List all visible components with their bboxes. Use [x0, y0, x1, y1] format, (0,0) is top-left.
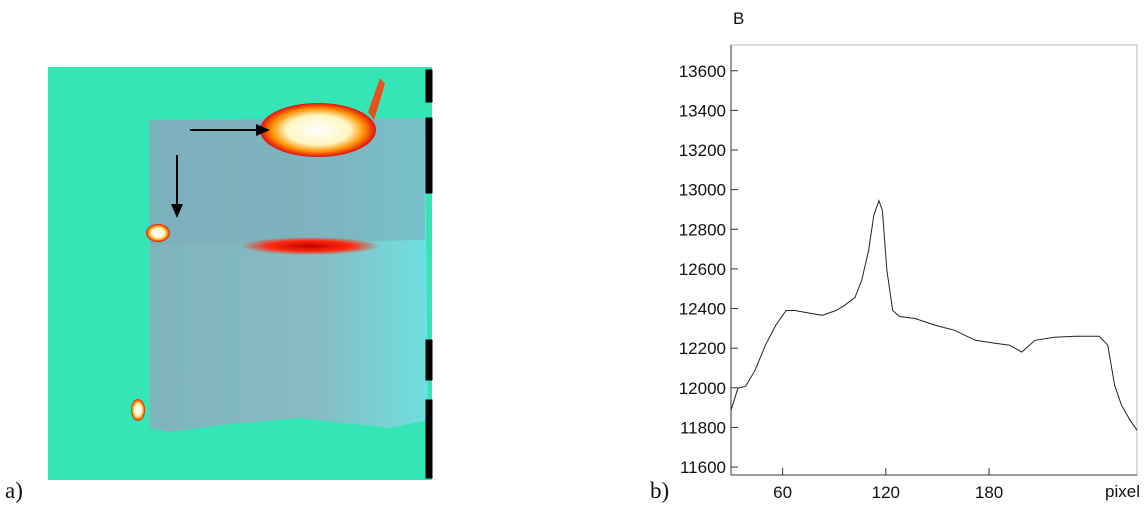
y-axis-label: B [733, 9, 744, 28]
x-tick-label: 180 [975, 483, 1003, 502]
thermal-image [48, 67, 433, 480]
data-line [730, 199, 1138, 431]
y-tick-label: 11800 [680, 418, 726, 437]
y-tick-label: 11600 [680, 458, 726, 477]
plot-frame [730, 44, 1138, 476]
y-tick-label: 12000 [679, 379, 726, 398]
panel-label: b) [650, 478, 669, 503]
y-tick-label: 12600 [679, 260, 726, 279]
y-tick-label: 12400 [679, 300, 726, 319]
x-tick-label: 60 [773, 483, 792, 502]
y-tick-label: 13400 [679, 101, 726, 120]
y-tick-label: 12200 [679, 339, 726, 358]
y-tick-label: 13200 [679, 141, 726, 160]
y-tick-label: 12800 [679, 220, 726, 239]
y-tick-label: 13000 [679, 181, 726, 200]
x-axis-label: pixel [1105, 482, 1140, 501]
y-tick-label: 13600 [679, 62, 726, 81]
x-tick-label: 120 [872, 483, 900, 502]
panel-label: a) [5, 478, 23, 503]
